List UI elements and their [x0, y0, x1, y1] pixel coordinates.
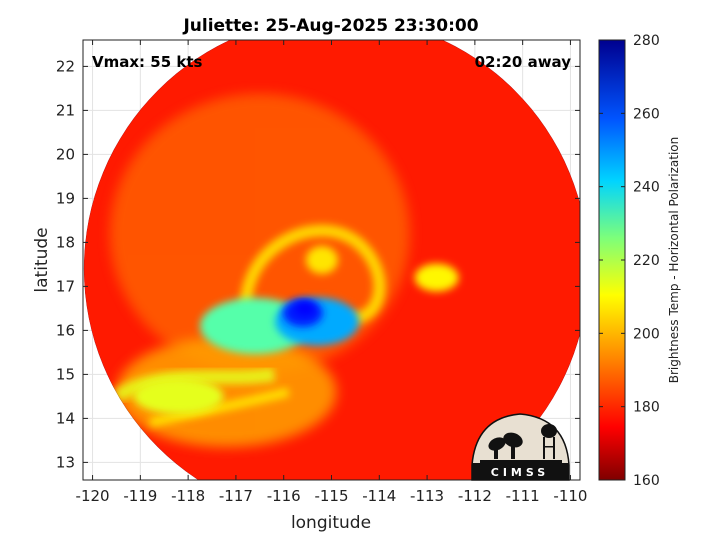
y-tick-label: 14	[56, 409, 75, 427]
colorbar-label: Brightness Temp - Horizontal Polarizatio…	[667, 137, 681, 384]
colorbar-tick-label: 180	[633, 400, 660, 416]
y-tick-label: 17	[56, 277, 75, 295]
x-axis-ticks: -120 -119 -118 -117 -116 -115 -114 -113 -112 -111…	[76, 40, 587, 505]
y-tick-label: 19	[56, 189, 75, 207]
y-tick-label: 15	[56, 365, 75, 383]
core-minimum	[294, 301, 315, 316]
colorbar-tick-label: 220	[633, 253, 660, 269]
rainband	[112, 367, 276, 403]
feature-eastern-convection	[414, 263, 459, 292]
logo-text: CIMSS	[491, 466, 549, 479]
y-tick-label: 13	[56, 453, 75, 471]
x-axis-label: longitude	[291, 513, 371, 533]
x-tick-label: -120	[76, 487, 110, 505]
y-tick-label: 18	[56, 233, 75, 251]
x-tick-label: -113	[410, 487, 444, 505]
x-tick-label: -119	[123, 487, 157, 505]
x-tick-label: -118	[171, 487, 205, 505]
x-tick-label: -117	[219, 487, 253, 505]
y-tick-label: 21	[56, 101, 75, 119]
colorbar-tick-label: 280	[633, 33, 660, 49]
x-tick-label: -115	[314, 487, 348, 505]
x-tick-label: -110	[553, 487, 587, 505]
vmax-text: Vmax: 55 kts	[92, 53, 202, 71]
feature-south-west-rainband	[133, 378, 224, 415]
colorbar-ticks: 160 180 200 220 240 260 280	[599, 33, 660, 489]
y-tick-label: 22	[56, 57, 75, 75]
x-tick-label: -112	[458, 487, 492, 505]
y-axis-label: latitude	[32, 227, 52, 292]
colorbar-tick-label: 200	[633, 326, 660, 342]
rainband	[148, 387, 290, 428]
y-tick-label: 20	[56, 145, 75, 163]
colorbar-gradient	[598, 39, 626, 481]
colorbar-tick-label: 160	[633, 473, 660, 489]
chart-title: Juliette: 25-Aug-2025 23:30:00	[182, 16, 478, 36]
microwave-swath	[83, 40, 580, 480]
cimss-logo: CIMSS	[471, 413, 570, 481]
x-tick-label: -116	[267, 487, 301, 505]
x-tick-label: -111	[506, 487, 540, 505]
y-tick-label: 16	[56, 321, 75, 339]
colorbar: 160 180 200 220 240 260 280 Brightness Temp - …	[598, 33, 681, 489]
x-tick-label: -114	[362, 487, 396, 505]
time-away-text: 02:20 away	[475, 53, 572, 71]
colorbar-tick-label: 260	[633, 106, 660, 122]
y-axis-ticks: 13 14 15 16 17 18 19 20 21 22	[56, 57, 580, 471]
feature-spiral-band	[305, 246, 338, 274]
spiral-band	[240, 224, 386, 325]
colorbar-tick-label: 240	[633, 180, 660, 196]
